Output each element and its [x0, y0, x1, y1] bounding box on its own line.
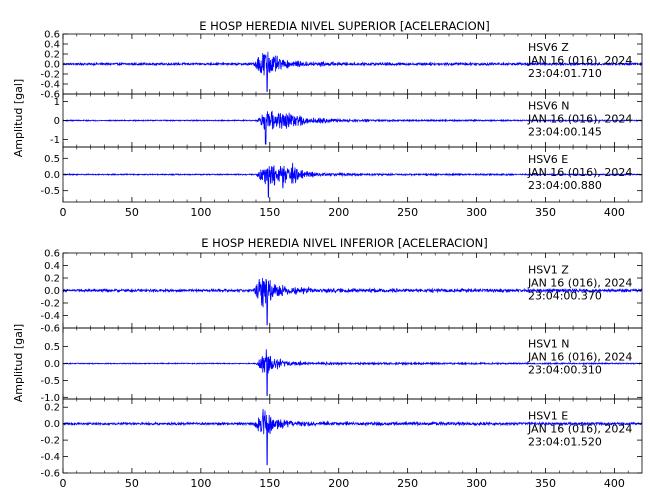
y-tick-label: -1	[50, 135, 60, 146]
chart-nivel-superior: E HOSP HEREDIA NIVEL SUPERIOR [ACELERACI…	[12, 19, 643, 219]
chart-title: E HOSP HEREDIA NIVEL INFERIOR [ACELERACI…	[201, 236, 487, 250]
x-tick-label: 150	[259, 477, 280, 490]
station-name: HSV6 N	[528, 100, 570, 113]
y-tick-label: 0.4	[44, 40, 60, 51]
x-tick-label: 250	[397, 206, 418, 219]
y-tick-label: -0.2	[40, 436, 60, 447]
y-tick-label: -0.6	[40, 324, 60, 335]
record-date: JAN 16 (016), 2024	[527, 54, 632, 67]
y-tick-label: 0.6	[44, 30, 60, 41]
y-tick-label: 0.0	[44, 60, 60, 71]
waveform-trace	[62, 278, 643, 326]
x-axis: 0 50 100 150 200 250 300 350 400	[60, 477, 625, 490]
record-date: JAN 16 (016), 2024	[527, 166, 632, 179]
x-tick-label: 100	[190, 477, 211, 490]
y-tick-label: 0.5	[44, 154, 60, 165]
station-name: HSV1 Z	[528, 264, 569, 277]
record-time: 23:04:01.710	[528, 67, 602, 80]
chart-title: E HOSP HEREDIA NIVEL SUPERIOR [ACELERACI…	[199, 19, 490, 33]
record-time: 23:04:00.880	[528, 179, 602, 192]
y-tick-label: -0.4	[40, 311, 60, 322]
waveform-trace	[62, 51, 643, 92]
x-tick-label: 0	[60, 206, 67, 219]
y-tick-label: 0.2	[44, 50, 60, 61]
station-name: HSV1 E	[528, 409, 568, 422]
y-tick-label: 0.6	[44, 249, 60, 260]
x-tick-label: 350	[535, 206, 556, 219]
x-tick-label: 0	[60, 477, 67, 490]
y-tick-label: 0.2	[44, 274, 60, 285]
record-date: JAN 16 (016), 2024	[527, 422, 632, 435]
x-tick-label: 50	[125, 206, 139, 219]
chart-nivel-inferior: E HOSP HEREDIA NIVEL INFERIOR [ACELERACI…	[12, 236, 643, 490]
y-tick-label: 0.0	[44, 419, 60, 430]
record-time: 23:04:00.145	[528, 126, 602, 139]
y-tick-label: -0.4	[40, 80, 60, 91]
y-tick-label: 0.0	[44, 359, 60, 370]
x-tick-label: 400	[604, 477, 625, 490]
y-tick-label: 0	[54, 116, 60, 127]
x-tick-label: 50	[125, 477, 139, 490]
x-tick-label: 300	[466, 206, 487, 219]
record-date: JAN 16 (016), 2024	[527, 277, 632, 290]
waveform-trace	[62, 349, 643, 397]
x-tick-label: 300	[466, 477, 487, 490]
y-tick-label: -0.6	[40, 90, 60, 101]
y-tick-label: 1	[54, 97, 60, 108]
waveform-trace	[62, 110, 643, 145]
y-tick-label: 0.4	[44, 261, 60, 272]
station-name: HSV6 Z	[528, 41, 569, 54]
record-time: 23:04:00.310	[528, 364, 602, 377]
y-tick-label: -0.2	[40, 299, 60, 310]
y-tick-label: -0.2	[40, 70, 60, 81]
record-time: 23:04:01.520	[528, 435, 602, 448]
station-name: HSV6 E	[528, 153, 568, 166]
x-tick-label: 150	[259, 206, 280, 219]
waveform-trace	[62, 409, 643, 466]
record-date: JAN 16 (016), 2024	[527, 113, 632, 126]
y-axis-label: Amplitud [gal]	[12, 324, 25, 402]
x-tick-label: 250	[397, 477, 418, 490]
station-name: HSV1 N	[528, 338, 570, 351]
x-tick-label: 400	[604, 206, 625, 219]
x-tick-label: 200	[328, 477, 349, 490]
x-tick-label: 200	[328, 206, 349, 219]
y-tick-label: -1.0	[40, 393, 60, 404]
record-date: JAN 16 (016), 2024	[527, 351, 632, 364]
y-tick-label: 0.0	[44, 286, 60, 297]
y-tick-label: 0.5	[44, 342, 60, 353]
y-tick-label: -0.5	[40, 376, 60, 387]
record-time: 23:04:00.370	[528, 290, 602, 303]
x-tick-label: 100	[190, 206, 211, 219]
y-tick-label: 0.2	[44, 403, 60, 414]
x-tick-label: 350	[535, 477, 556, 490]
y-tick-label: -0.6	[40, 469, 60, 480]
x-axis: 0 50 100 150 200 250 300 350 400	[60, 206, 625, 219]
y-tick-label: -0.5	[40, 186, 60, 197]
y-tick-label: 0.0	[44, 170, 60, 181]
y-tick-label: -0.4	[40, 452, 60, 463]
waveform-trace	[62, 162, 643, 198]
y-axis-label: Amplitud [gal]	[12, 79, 25, 157]
